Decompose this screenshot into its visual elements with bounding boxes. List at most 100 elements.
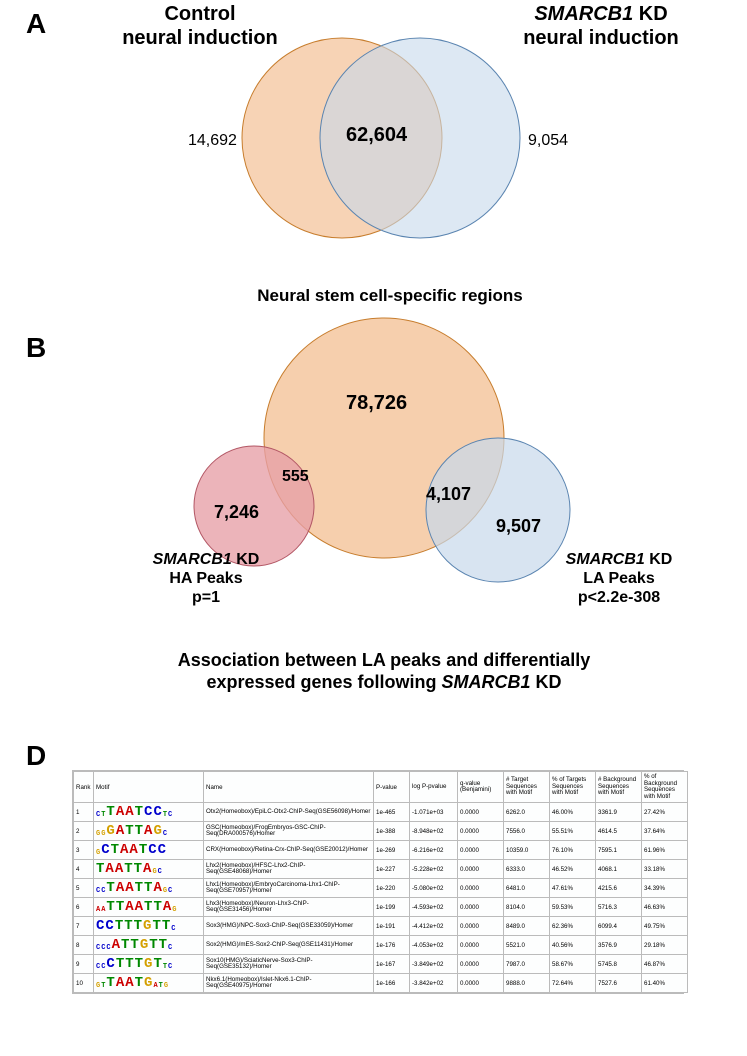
table-col-nbg: # Background Sequences with Motif <box>596 772 642 803</box>
cell-rank: 1 <box>74 803 94 822</box>
cell-name: Sox3(HMG)/NPC-Sox3-ChIP-Seq(GSE33059)/Ho… <box>204 917 374 936</box>
cell-pbg: 33.18% <box>642 860 688 879</box>
cell-logp: -8.948e+02 <box>410 822 458 841</box>
cell-rank: 2 <box>74 822 94 841</box>
cell-pval: 1e-166 <box>374 974 410 993</box>
table-row: 8CCCATTGTTCSox2(HMG)/mES-Sox2-ChIP-Seq(G… <box>74 936 688 955</box>
venn-b-right-italic: SMARCB1 <box>566 551 645 568</box>
cell-ntarg: 10359.0 <box>504 841 550 860</box>
figure-page: A B D Control neural induction SMARCB1 K… <box>0 0 747 1056</box>
panel-letter-d: D <box>26 740 46 772</box>
table-row: 6AATTAATTAGLhx3(Homeobox)/Neuron-Lhx3-Ch… <box>74 898 688 917</box>
cell-name: Nkx6.1(Homeobox)/Islet-Nkx6.1-ChIP-Seq(G… <box>204 974 374 993</box>
table-row: 2GGGATTAGCGSC(Homeobox)/FrogEmbryos-GSC-… <box>74 822 688 841</box>
cell-pval: 1e-176 <box>374 936 410 955</box>
cell-name: Lhx2(Homeobox)/HFSC-Lhx2-ChIP-Seq(GSE480… <box>204 860 374 879</box>
cell-ntarg: 8489.0 <box>504 917 550 936</box>
venn-b-right-set-label: SMARCB1 KD LA Peaks p<2.2e-308 <box>534 550 704 608</box>
cell-pval: 1e-269 <box>374 841 410 860</box>
table-col-motif: Motif <box>94 772 204 803</box>
venn-b-right-l2: LA Peaks <box>583 570 654 587</box>
cell-pbg: 46.63% <box>642 898 688 917</box>
cell-name: GSC(Homeobox)/FrogEmbryos-GSC-ChIP-Seq(D… <box>204 822 374 841</box>
cell-pbg: 29.18% <box>642 936 688 955</box>
table-row: 3GCTAATCCCRX(Homeobox)/Retina-Crx-ChIP-S… <box>74 841 688 860</box>
subtitle-italic: SMARCB1 <box>442 672 531 692</box>
venn-b-left-l2: HA Peaks <box>169 570 242 587</box>
cell-nbg: 3576.9 <box>596 936 642 955</box>
venn-b-right-overlap-count: 4,107 <box>426 484 471 505</box>
cell-nbg: 3361.9 <box>596 803 642 822</box>
cell-pbg: 46.87% <box>642 955 688 974</box>
cell-rank: 4 <box>74 860 94 879</box>
cell-rank: 9 <box>74 955 94 974</box>
cell-ptarg: 40.56% <box>550 936 596 955</box>
cell-rank: 7 <box>74 917 94 936</box>
cell-name: Sox2(HMG)/mES-Sox2-ChIP-Seq(GSE11431)/Ho… <box>204 936 374 955</box>
cell-nbg: 7527.6 <box>596 974 642 993</box>
cell-rank: 10 <box>74 974 94 993</box>
cell-pval: 1e-199 <box>374 898 410 917</box>
cell-ptarg: 72.64% <box>550 974 596 993</box>
cell-pval: 1e-388 <box>374 822 410 841</box>
cell-pbg: 27.42% <box>642 803 688 822</box>
subtitle-l1: Association between LA peaks and differe… <box>178 650 590 670</box>
cell-logp: -4.593e+02 <box>410 898 458 917</box>
table-col-logp: log P-pvalue <box>410 772 458 803</box>
cell-logp: -1.071e+03 <box>410 803 458 822</box>
cell-qval: 0.0000 <box>458 860 504 879</box>
cell-qval: 0.0000 <box>458 803 504 822</box>
cell-logp: -4.053e+02 <box>410 936 458 955</box>
cell-rank: 3 <box>74 841 94 860</box>
cell-ptarg: 46.00% <box>550 803 596 822</box>
table-col-ptarg: % of Targets Sequences with Motif <box>550 772 596 803</box>
table-row: 7CCTTTGTTCSox3(HMG)/NPC-Sox3-ChIP-Seq(GS… <box>74 917 688 936</box>
table-col-pbg: % of Background Sequences with Motif <box>642 772 688 803</box>
cell-nbg: 4614.5 <box>596 822 642 841</box>
table-col-name: Name <box>204 772 374 803</box>
cell-name: Lhx3(Homeobox)/Neuron-Lhx3-ChIP-Seq(GSE3… <box>204 898 374 917</box>
cell-qval: 0.0000 <box>458 822 504 841</box>
cell-logp: -3.842e+02 <box>410 974 458 993</box>
cell-qval: 0.0000 <box>458 974 504 993</box>
cell-name: Otx2(Homeobox)/EpiLC-Otx2-ChIP-Seq(GSE56… <box>204 803 374 822</box>
venn-b-right-l3: p<2.2e-308 <box>578 589 660 606</box>
cell-ntarg: 6262.0 <box>504 803 550 822</box>
cell-qval: 0.0000 <box>458 841 504 860</box>
cell-pval: 1e-220 <box>374 879 410 898</box>
table-row: 1CTTAATCCTCOtx2(Homeobox)/EpiLC-Otx2-ChI… <box>74 803 688 822</box>
venn-b-left-set-label: SMARCB1 KD HA Peaks p=1 <box>126 550 286 608</box>
cell-motif-logo: GCTAATCC <box>94 841 204 860</box>
cell-logp: -5.228e+02 <box>410 860 458 879</box>
cell-name: CRX(Homeobox)/Retina-Crx-ChIP-Seq(GSE200… <box>204 841 374 860</box>
cell-ntarg: 5521.0 <box>504 936 550 955</box>
cell-motif-logo: GGGATTAGC <box>94 822 204 841</box>
cell-ntarg: 7556.0 <box>504 822 550 841</box>
table-header-row: RankMotifNameP-valuelog P-pvalueq-value … <box>74 772 688 803</box>
cell-motif-logo: CCCATTGTTC <box>94 936 204 955</box>
table-col-rank: Rank <box>74 772 94 803</box>
cell-name: Lhx1(Homeobox)/EmbryoCarcinoma-Lhx1-ChIP… <box>204 879 374 898</box>
cell-nbg: 6099.4 <box>596 917 642 936</box>
cell-motif-logo: CTTAATCCTC <box>94 803 204 822</box>
table-col-pval: P-value <box>374 772 410 803</box>
venn-b-left-italic: SMARCB1 <box>153 551 232 568</box>
cell-ntarg: 8104.0 <box>504 898 550 917</box>
panel-c-subtitle: Association between LA peaks and differe… <box>104 650 664 693</box>
table-col-qval: q-value (Benjamini) <box>458 772 504 803</box>
venn-b-right-rest: KD <box>645 551 673 568</box>
cell-pbg: 37.64% <box>642 822 688 841</box>
cell-logp: -5.080e+02 <box>410 879 458 898</box>
cell-pval: 1e-465 <box>374 803 410 822</box>
cell-ptarg: 47.61% <box>550 879 596 898</box>
table-row: 4TAATTAGCLhx2(Homeobox)/HFSC-Lhx2-ChIP-S… <box>74 860 688 879</box>
motif-table-wrap: RankMotifNameP-valuelog P-pvalueq-value … <box>72 770 684 994</box>
cell-pbg: 61.40% <box>642 974 688 993</box>
cell-pbg: 61.96% <box>642 841 688 860</box>
venn-b-svg <box>0 0 747 640</box>
cell-nbg: 5745.8 <box>596 955 642 974</box>
cell-qval: 0.0000 <box>458 898 504 917</box>
cell-motif-logo: GTTAATGATG <box>94 974 204 993</box>
cell-pbg: 34.39% <box>642 879 688 898</box>
cell-nbg: 7595.1 <box>596 841 642 860</box>
